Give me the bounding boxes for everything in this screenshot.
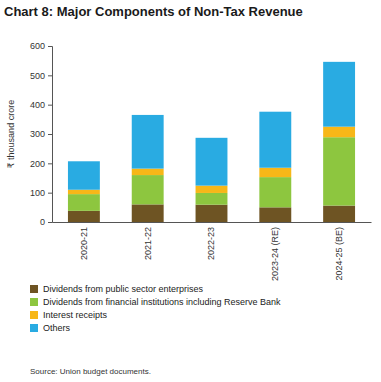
bar [323, 137, 355, 205]
y-tick: 400 [30, 100, 52, 110]
legend-swatch [30, 298, 38, 306]
legend-swatch [30, 285, 38, 293]
x-tick-label: 2021-22 [143, 227, 153, 260]
legend-item: Dividends from financial institutions in… [30, 297, 281, 307]
bar [68, 211, 100, 222]
x-tick-label: 2020-21 [79, 227, 89, 260]
bar [132, 115, 164, 169]
bar [259, 177, 291, 207]
x-tick: 2023-24 (RE) [270, 222, 280, 281]
y-tick-mark [48, 105, 52, 106]
bar [196, 193, 228, 205]
bar [323, 62, 355, 127]
legend-label: Interest receipts [43, 310, 108, 320]
y-tick-label: 500 [30, 71, 45, 81]
bar [132, 204, 164, 222]
bar [132, 175, 164, 204]
y-tick-label: 200 [30, 159, 45, 169]
x-tick-label: 2022-23 [206, 227, 216, 260]
x-axis: 2020-21 2021-22 2022-23 2023-24 (RE) 2024-25… [53, 222, 372, 281]
series [68, 127, 355, 194]
y-tick-mark [48, 134, 52, 135]
legend-swatch [30, 324, 38, 332]
title: Chart 8: Major Components of Non-Tax Rev… [4, 4, 303, 19]
bar [259, 112, 291, 168]
bar [68, 194, 100, 211]
x-tick-label: 2024-25 (BE) [334, 227, 344, 281]
bar [196, 205, 228, 222]
x-tick: 2022-23 [206, 222, 216, 260]
y-axis-line [48, 47, 53, 223]
y-tick: 500 [30, 71, 52, 81]
legend-label: Dividends from financial institutions in… [43, 297, 281, 307]
legend-label: Others [43, 323, 71, 333]
y-tick: 100 [30, 188, 52, 198]
bar [196, 138, 228, 186]
bar [196, 186, 228, 193]
y-tick-mark [48, 46, 52, 47]
y-tick-label: 0 [40, 217, 45, 227]
bar [132, 169, 164, 175]
bar [259, 207, 291, 222]
series [68, 137, 355, 211]
y-tick-label: 600 [30, 41, 45, 51]
bar [323, 206, 355, 222]
y-axis: 0 100 200 300 400 500 600 [30, 41, 53, 227]
bar [259, 168, 291, 177]
legend-label: Dividends from public sector enterprises [43, 284, 204, 294]
legend-swatch [30, 311, 38, 319]
chart: Chart 8: Major Components of Non-Tax Rev… [0, 0, 381, 382]
y-tick-label: 300 [30, 129, 45, 139]
legend-item: Dividends from public sector enterprises [30, 284, 204, 294]
bar [323, 127, 355, 138]
series [68, 62, 355, 190]
y-tick: 300 [30, 129, 52, 139]
x-tick: 2024-25 (BE) [334, 222, 344, 281]
y-tick: 200 [30, 159, 52, 169]
source: Source: Union budget documents. [30, 367, 151, 376]
bars [68, 62, 355, 222]
plot: 0 100 200 300 400 500 600 2020-21 2021-22 2022-23… [30, 41, 372, 281]
x-tick-label: 2023-24 (RE) [270, 227, 280, 281]
y-tick-mark [48, 222, 52, 223]
y-axis-title: ₹ thousand crore [6, 100, 16, 168]
y-tick: 600 [30, 41, 52, 51]
bar [68, 161, 100, 189]
y-tick-mark [48, 163, 52, 164]
y-tick-label: 400 [30, 100, 45, 110]
y-tick-mark [48, 193, 52, 194]
y-tick: 0 [40, 217, 52, 227]
y-tick-mark [48, 75, 52, 76]
legend-item: Interest receipts [30, 310, 108, 320]
legend: Dividends from public sector enterprises… [30, 284, 281, 333]
series [68, 204, 355, 222]
y-tick-label: 100 [30, 188, 45, 198]
x-tick: 2021-22 [143, 222, 153, 260]
bar [68, 190, 100, 194]
legend-item: Others [30, 323, 71, 333]
x-tick: 2020-21 [79, 222, 89, 260]
x-axis-line [53, 222, 372, 223]
